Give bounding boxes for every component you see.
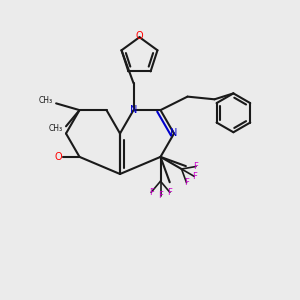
Text: F: F: [192, 172, 197, 181]
Text: F: F: [149, 188, 154, 197]
Text: F: F: [184, 178, 189, 187]
Text: N: N: [130, 105, 137, 115]
Text: N: N: [170, 128, 178, 139]
Text: F: F: [194, 162, 198, 171]
Text: CH₃: CH₃: [48, 124, 62, 133]
Text: O: O: [136, 31, 143, 41]
Text: O: O: [54, 152, 62, 162]
Text: CH₃: CH₃: [38, 97, 52, 106]
Text: F: F: [167, 188, 172, 197]
Text: F: F: [158, 191, 163, 200]
